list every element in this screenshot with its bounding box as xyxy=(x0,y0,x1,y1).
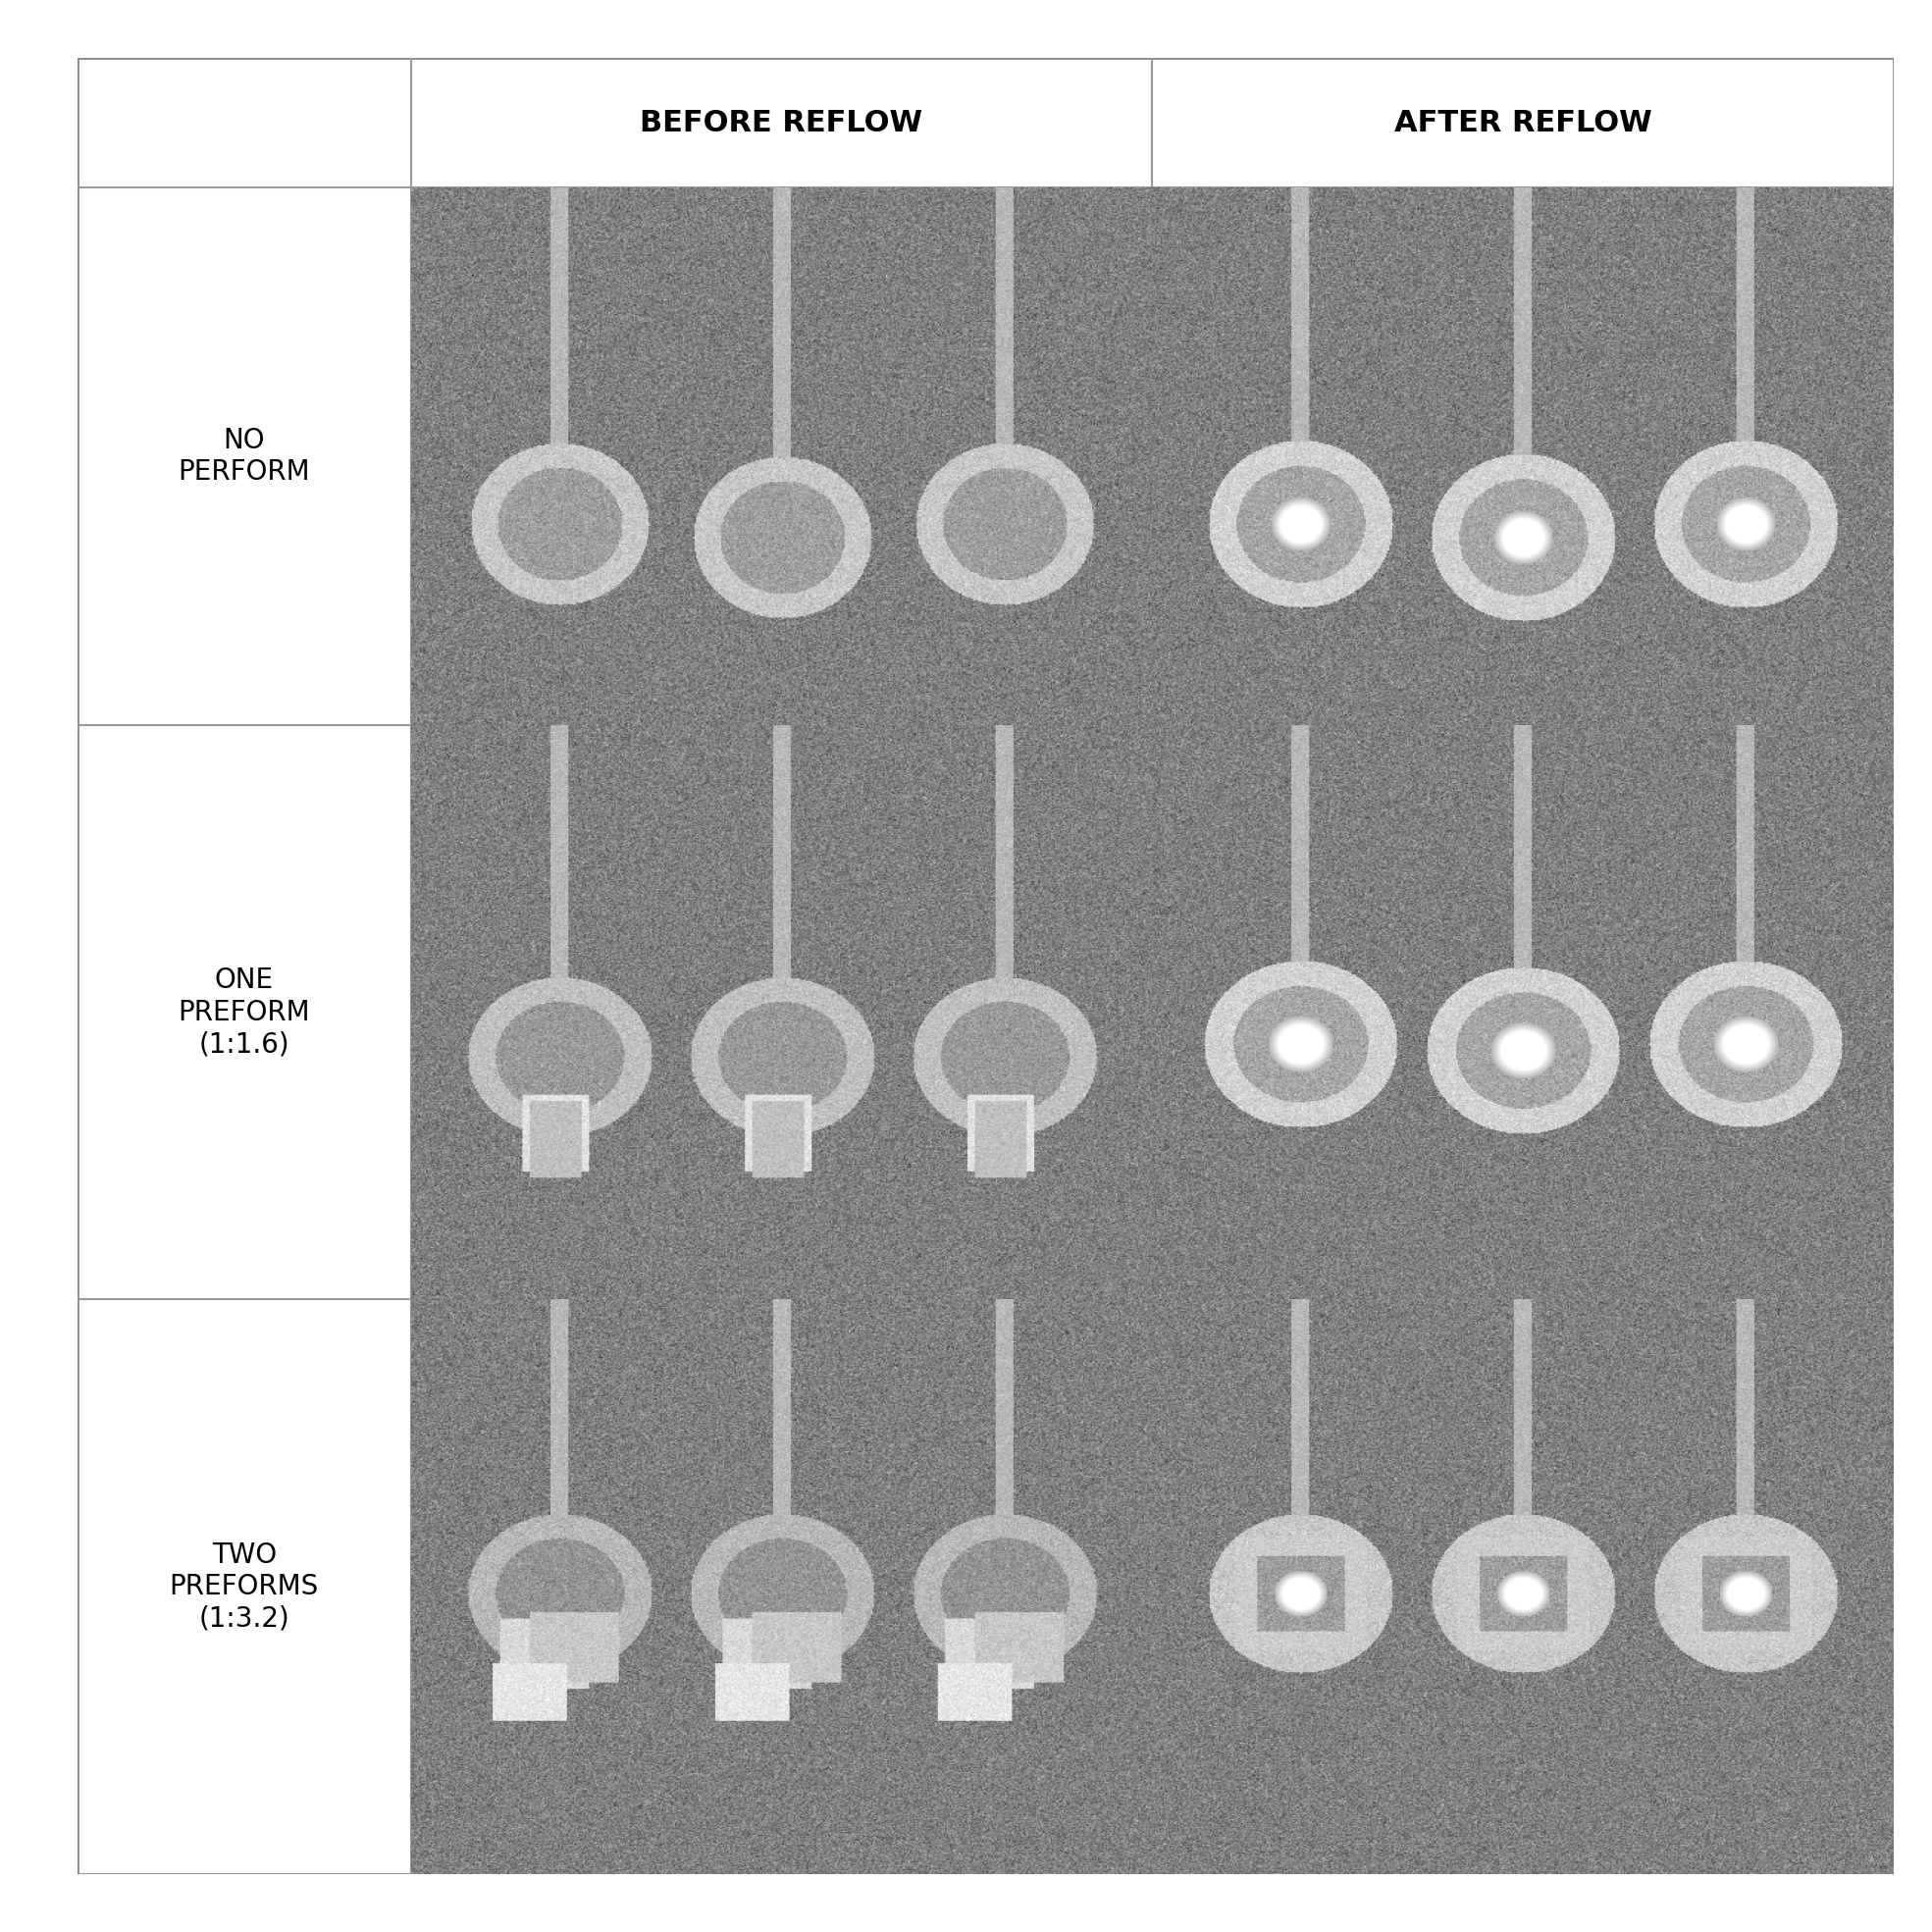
Text: ONE
PREFORM
(1:1.6): ONE PREFORM (1:1.6) xyxy=(178,966,311,1059)
Text: NO
PERFORM: NO PERFORM xyxy=(178,427,311,487)
Text: BEFORE REFLOW: BEFORE REFLOW xyxy=(639,108,923,137)
Text: AFTER REFLOW: AFTER REFLOW xyxy=(1393,108,1652,137)
Text: TWO
PREFORMS
(1:3.2): TWO PREFORMS (1:3.2) xyxy=(170,1542,319,1633)
